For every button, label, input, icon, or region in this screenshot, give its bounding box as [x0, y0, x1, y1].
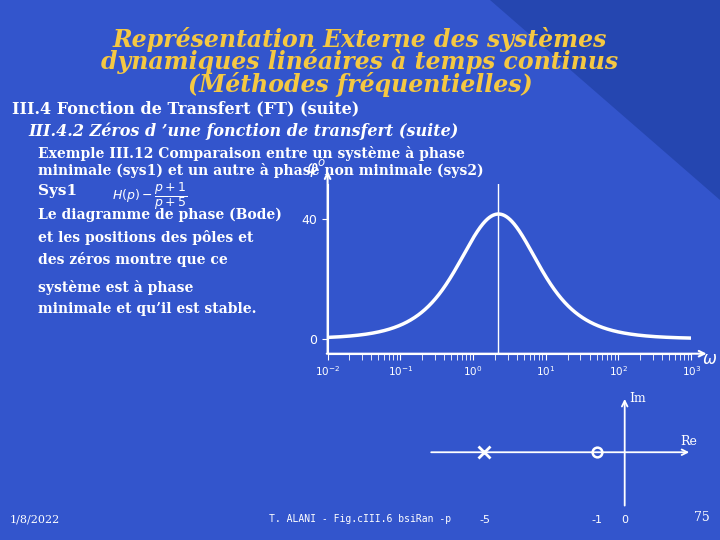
Text: $\omega$: $\omega$ — [702, 350, 717, 368]
Text: III.4.2 Zéros d ’une fonction de transfert (suite): III.4.2 Zéros d ’une fonction de transfe… — [28, 122, 459, 139]
Polygon shape — [490, 0, 720, 200]
Text: Le diagramme de phase (Bode): Le diagramme de phase (Bode) — [38, 208, 282, 222]
Text: Représentation Externe des systèmes: Représentation Externe des systèmes — [113, 27, 607, 52]
Text: système est à phase: système est à phase — [38, 280, 194, 295]
Text: T. ALANI - Fig.cIII.6 bsiRan -p: T. ALANI - Fig.cIII.6 bsiRan -p — [269, 514, 451, 524]
Text: Fig. III.6 a. Diagramme de Bode: Fig. III.6 a. Diagramme de Bode — [352, 328, 534, 338]
Text: minimale (sys1) et un autre à phase non minimale (sys2): minimale (sys1) et un autre à phase non … — [38, 163, 484, 178]
Text: Exemple III.12 Comparaison entre un système à phase: Exemple III.12 Comparaison entre un syst… — [38, 146, 465, 161]
Text: Im: Im — [629, 392, 646, 405]
Text: Sys1: Sys1 — [38, 184, 77, 198]
Text: dynamiques linéaires à temps continus: dynamiques linéaires à temps continus — [102, 49, 618, 74]
Text: (Méthodes fréquentielles): (Méthodes fréquentielles) — [188, 72, 532, 97]
Text: III.4 Fonction de Transfert (FT) (suite): III.4 Fonction de Transfert (FT) (suite) — [12, 100, 359, 117]
Text: $\varphi^o$: $\varphi^o$ — [306, 157, 326, 179]
Text: 1/8/2022: 1/8/2022 — [10, 514, 60, 524]
Text: minimale et qu’il est stable.: minimale et qu’il est stable. — [38, 302, 256, 316]
Text: 75: 75 — [694, 511, 710, 524]
Text: $H(p)-\dfrac{p+1}{p+5}$: $H(p)-\dfrac{p+1}{p+5}$ — [112, 180, 188, 212]
Text: Re: Re — [681, 435, 698, 448]
Text: et les positions des pôles et: et les positions des pôles et — [38, 230, 253, 245]
Text: des zéros montre que ce: des zéros montre que ce — [38, 252, 228, 267]
